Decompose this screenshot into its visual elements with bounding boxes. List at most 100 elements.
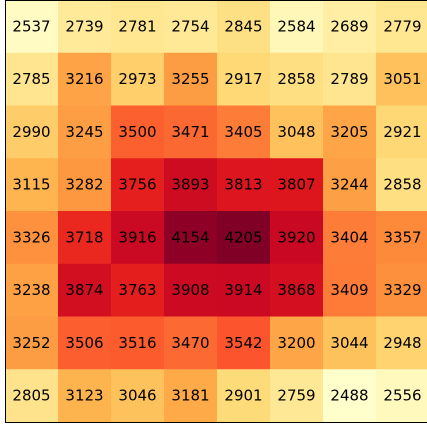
cell-value-label: 3920 (277, 228, 315, 246)
heatmap-cell (111, 105, 165, 159)
cell-value-label: 2537 (12, 17, 50, 35)
heatmap-cell (164, 369, 218, 423)
cell-value-label: 2689 (330, 17, 368, 35)
heatmap-cell (111, 0, 165, 54)
cell-value-label: 3893 (171, 176, 209, 194)
heatmap-cell (5, 105, 59, 159)
cell-value-label: 3756 (118, 176, 156, 194)
cell-value-label: 3326 (12, 228, 50, 246)
cell-value-label: 2805 (12, 387, 50, 405)
cell-value-label: 2948 (383, 334, 421, 352)
heatmap-cell (217, 0, 271, 54)
heatmap-cell (323, 105, 377, 159)
heatmap-cell (5, 316, 59, 370)
heatmap-cell (376, 263, 427, 318)
cell-value-label: 2973 (118, 70, 156, 88)
cell-value-label: 3252 (12, 334, 50, 352)
cell-value-label: 3244 (330, 176, 368, 194)
heatmap-cell (270, 316, 324, 370)
cell-value-label: 3868 (277, 281, 315, 299)
heatmap-cell (323, 52, 377, 107)
heatmap-cell (217, 52, 271, 107)
cell-value-label: 3874 (65, 281, 103, 299)
heatmap-cell (270, 105, 324, 159)
heatmap-cell (58, 263, 112, 318)
cell-value-label: 3916 (118, 228, 156, 246)
cell-value-label: 2781 (118, 17, 156, 35)
heatmap-cell (376, 158, 427, 212)
cell-value-label: 3516 (118, 334, 156, 352)
heatmap-cell (376, 316, 427, 370)
cell-value-label: 2789 (330, 70, 368, 88)
cell-value-label: 4205 (224, 228, 262, 246)
heatmap-cell (323, 0, 377, 54)
heatmap-cell (58, 211, 112, 265)
cell-value-label: 3123 (65, 387, 103, 405)
heatmap-cell (164, 316, 218, 370)
heatmap-cell (164, 263, 218, 318)
cell-value-label: 3051 (383, 70, 421, 88)
heatmap-cell (58, 158, 112, 212)
heatmap-cell (164, 52, 218, 107)
cell-value-label: 3718 (65, 228, 103, 246)
heatmap-cell (217, 369, 271, 423)
heatmap-cell (323, 316, 377, 370)
cell-value-label: 3500 (118, 123, 156, 141)
cell-value-label: 3245 (65, 123, 103, 141)
cell-value-label: 2858 (277, 70, 315, 88)
heatmap-cell (217, 211, 271, 265)
heatmap-cell (58, 0, 112, 54)
cell-value-label: 3763 (118, 281, 156, 299)
heatmap-cell (217, 263, 271, 318)
heatmap-cell (5, 0, 59, 54)
heatmap-cell (5, 263, 59, 318)
heatmap-cell (164, 158, 218, 212)
cell-value-label: 3807 (277, 176, 315, 194)
heatmap-cell (270, 211, 324, 265)
cell-value-label: 2556 (383, 387, 421, 405)
heatmap-cell (164, 211, 218, 265)
heatmap-cell (111, 369, 165, 423)
cell-value-label: 2785 (12, 70, 50, 88)
cell-value-label: 3046 (118, 387, 156, 405)
cell-value-label: 2990 (12, 123, 50, 141)
heatmap-cell (270, 263, 324, 318)
heatmap-cell (217, 105, 271, 159)
cell-value-label: 3115 (12, 176, 50, 194)
heatmap-cell (323, 211, 377, 265)
heatmap-cell (58, 369, 112, 423)
heatmap-cell (376, 369, 427, 423)
cell-value-label: 3409 (330, 281, 368, 299)
cell-value-label: 3506 (65, 334, 103, 352)
plot-frame (5, 0, 427, 423)
heatmap-cell (111, 211, 165, 265)
heatmap-cell (270, 52, 324, 107)
cell-value-label: 2739 (65, 17, 103, 35)
cell-value-label: 3048 (277, 123, 315, 141)
cell-value-label: 3181 (171, 387, 209, 405)
heatmap-cell (323, 263, 377, 318)
cell-value-label: 3813 (224, 176, 262, 194)
cell-value-label: 2845 (224, 17, 262, 35)
cell-value-label: 3205 (330, 123, 368, 141)
heatmap-cell (376, 211, 427, 265)
cell-value-label: 2584 (277, 17, 315, 35)
heatmap-cell (270, 369, 324, 423)
heatmap-cell (58, 52, 112, 107)
heatmap-cell (217, 158, 271, 212)
cell-value-label: 3238 (12, 281, 50, 299)
heatmap-cell (58, 316, 112, 370)
heatmap-cell (376, 105, 427, 159)
heatmap-cell (58, 105, 112, 159)
heatmap-cells (5, 0, 427, 423)
heatmap-cell (164, 0, 218, 54)
cell-value-label: 3914 (224, 281, 262, 299)
cell-value-label: 3044 (330, 334, 368, 352)
cell-value-label: 3471 (171, 123, 209, 141)
heatmap-cell (323, 158, 377, 212)
cell-value-label: 2901 (224, 387, 262, 405)
cell-value-label: 2858 (383, 176, 421, 194)
heatmap-cell (5, 211, 59, 265)
cell-value-label: 2488 (330, 387, 368, 405)
